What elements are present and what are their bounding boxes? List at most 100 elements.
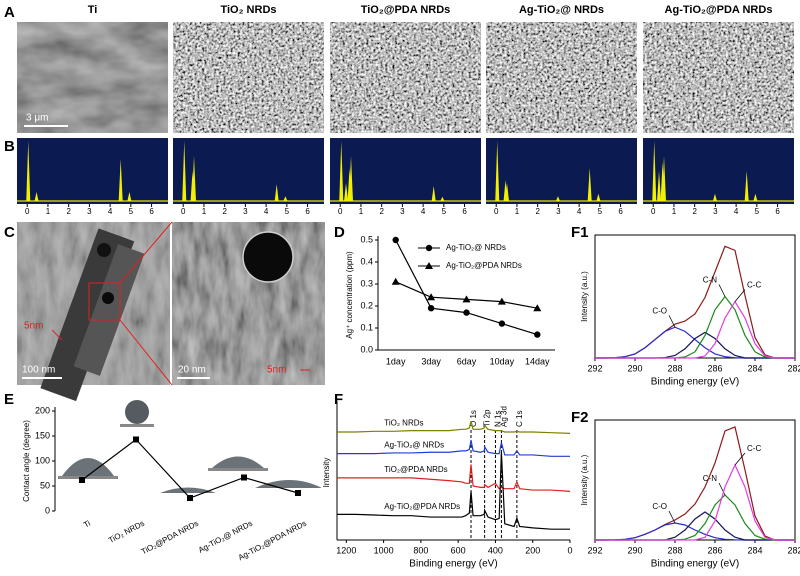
droplet-base bbox=[208, 468, 268, 471]
series-line bbox=[595, 300, 795, 359]
eds-tick-label: 4 bbox=[734, 207, 739, 216]
tem-particle bbox=[97, 243, 111, 257]
droplet bbox=[160, 487, 216, 493]
eds-tick-label: 6 bbox=[462, 207, 467, 216]
series-label: TiO₂ NRDs bbox=[384, 418, 423, 427]
x-tick-label: 800 bbox=[413, 545, 428, 555]
eds-panel bbox=[486, 138, 637, 204]
sem-texture bbox=[486, 22, 637, 133]
droplet bbox=[62, 458, 114, 476]
eds-peak bbox=[440, 196, 445, 201]
x-tick-label: 286 bbox=[707, 363, 722, 373]
eds-tick-label: 4 bbox=[577, 207, 582, 216]
x-tick-label: 6day bbox=[457, 356, 477, 366]
panel-label: F bbox=[334, 391, 343, 408]
eds-panel bbox=[330, 138, 481, 204]
x-tick-label: 284 bbox=[747, 363, 762, 373]
x-tick-label: 282 bbox=[787, 545, 800, 555]
sem-texture bbox=[17, 22, 168, 133]
eds-peak bbox=[712, 193, 717, 201]
eds-peak bbox=[339, 141, 344, 201]
tem-label: 5nm bbox=[267, 365, 286, 376]
series-line bbox=[337, 452, 570, 530]
eds-tick-label: 6 bbox=[305, 207, 310, 216]
x-tick-label: 290 bbox=[627, 545, 642, 555]
droplet bbox=[212, 456, 264, 468]
tem-particle bbox=[102, 292, 114, 304]
eds-tick-label: 6 bbox=[775, 207, 780, 216]
sem-title: TiO₂ NRDs bbox=[220, 4, 276, 16]
eds-peak bbox=[34, 192, 39, 201]
x-tick-label: Ti bbox=[82, 519, 92, 530]
eds-tick-label: 5 bbox=[285, 207, 290, 216]
x-tick-label: 14day bbox=[525, 356, 550, 366]
point bbox=[462, 295, 471, 303]
y-tick-label: 0.1 bbox=[360, 322, 373, 332]
y-tick-label: 0.0 bbox=[360, 344, 373, 354]
x-tick-label: 282 bbox=[787, 363, 800, 373]
eds-tick-label: 3 bbox=[87, 207, 92, 216]
x-tick-label: 3day bbox=[421, 356, 441, 366]
x-axis-label: Binding energy (eV) bbox=[409, 559, 497, 570]
series-line bbox=[395, 239, 538, 336]
leader-line bbox=[718, 284, 726, 297]
point bbox=[79, 477, 85, 483]
panel-label: B bbox=[4, 138, 15, 155]
eds-tick-label: 2 bbox=[692, 207, 697, 216]
x-axis-label: Binding energy (eV) bbox=[651, 377, 739, 388]
y-tick-label: 50 bbox=[40, 480, 50, 490]
eds-peak bbox=[495, 141, 500, 201]
series-line bbox=[595, 326, 795, 359]
scale-bar-label: 3 μm bbox=[26, 113, 48, 124]
y-tick-label: 200 bbox=[35, 405, 50, 415]
x-tick-label: 292 bbox=[587, 363, 602, 373]
y-axis-label: Ag⁺ concentration (ppm) bbox=[345, 251, 354, 339]
droplet bbox=[125, 400, 149, 424]
point bbox=[498, 320, 506, 327]
eds-peak bbox=[344, 183, 349, 201]
eds-tick-label: 1 bbox=[46, 207, 51, 216]
point bbox=[295, 490, 301, 496]
eds-peak bbox=[127, 192, 132, 201]
eds-tick-label: 3 bbox=[713, 207, 718, 216]
x-tick-label: 286 bbox=[707, 545, 722, 555]
eds-tick-label: 6 bbox=[618, 207, 623, 216]
x-tick-label: 290 bbox=[627, 363, 642, 373]
leader-line bbox=[718, 482, 726, 496]
eds-tick-label: 4 bbox=[421, 207, 426, 216]
peak-label: Ag 3d bbox=[500, 406, 509, 427]
x-tick-label: 284 bbox=[747, 545, 762, 555]
component-label: C-N bbox=[703, 474, 717, 483]
y-axis-label: Intensity (a.u.) bbox=[580, 271, 589, 322]
eds-peak bbox=[753, 193, 758, 201]
eds-tick-label: 1 bbox=[359, 207, 364, 216]
component-label: C-N bbox=[703, 276, 717, 285]
point bbox=[133, 436, 139, 443]
eds-tick-label: 4 bbox=[108, 207, 113, 216]
peak-label: C 1s bbox=[515, 411, 524, 427]
eds-peak bbox=[182, 141, 187, 201]
eds-tick-label: 1 bbox=[515, 207, 520, 216]
point bbox=[534, 331, 541, 338]
eds-peak bbox=[274, 184, 279, 201]
legend-label: Ag-TiO₂@ NRDs bbox=[446, 243, 506, 252]
eds-peak bbox=[555, 196, 560, 201]
eds-peak bbox=[431, 186, 436, 201]
point bbox=[241, 474, 247, 481]
legend-label: Ag-TiO₂@PDA NRDs bbox=[446, 261, 522, 270]
zoom-line bbox=[119, 221, 173, 284]
zoom-box bbox=[88, 282, 121, 321]
eds-tick-label: 2 bbox=[379, 207, 384, 216]
x-axis-label: Binding energy (eV) bbox=[651, 559, 739, 570]
peak-label: O 1s bbox=[469, 410, 478, 427]
eds-tick-label: 1 bbox=[672, 207, 677, 216]
point bbox=[427, 293, 436, 301]
y-tick-label: 0.2 bbox=[360, 300, 373, 310]
component-label: C-O bbox=[652, 502, 667, 511]
point bbox=[391, 277, 400, 285]
eds-peak bbox=[26, 141, 31, 201]
eds-peak bbox=[191, 156, 196, 201]
panel-label: A bbox=[4, 4, 15, 21]
eds-tick-label: 3 bbox=[556, 207, 561, 216]
